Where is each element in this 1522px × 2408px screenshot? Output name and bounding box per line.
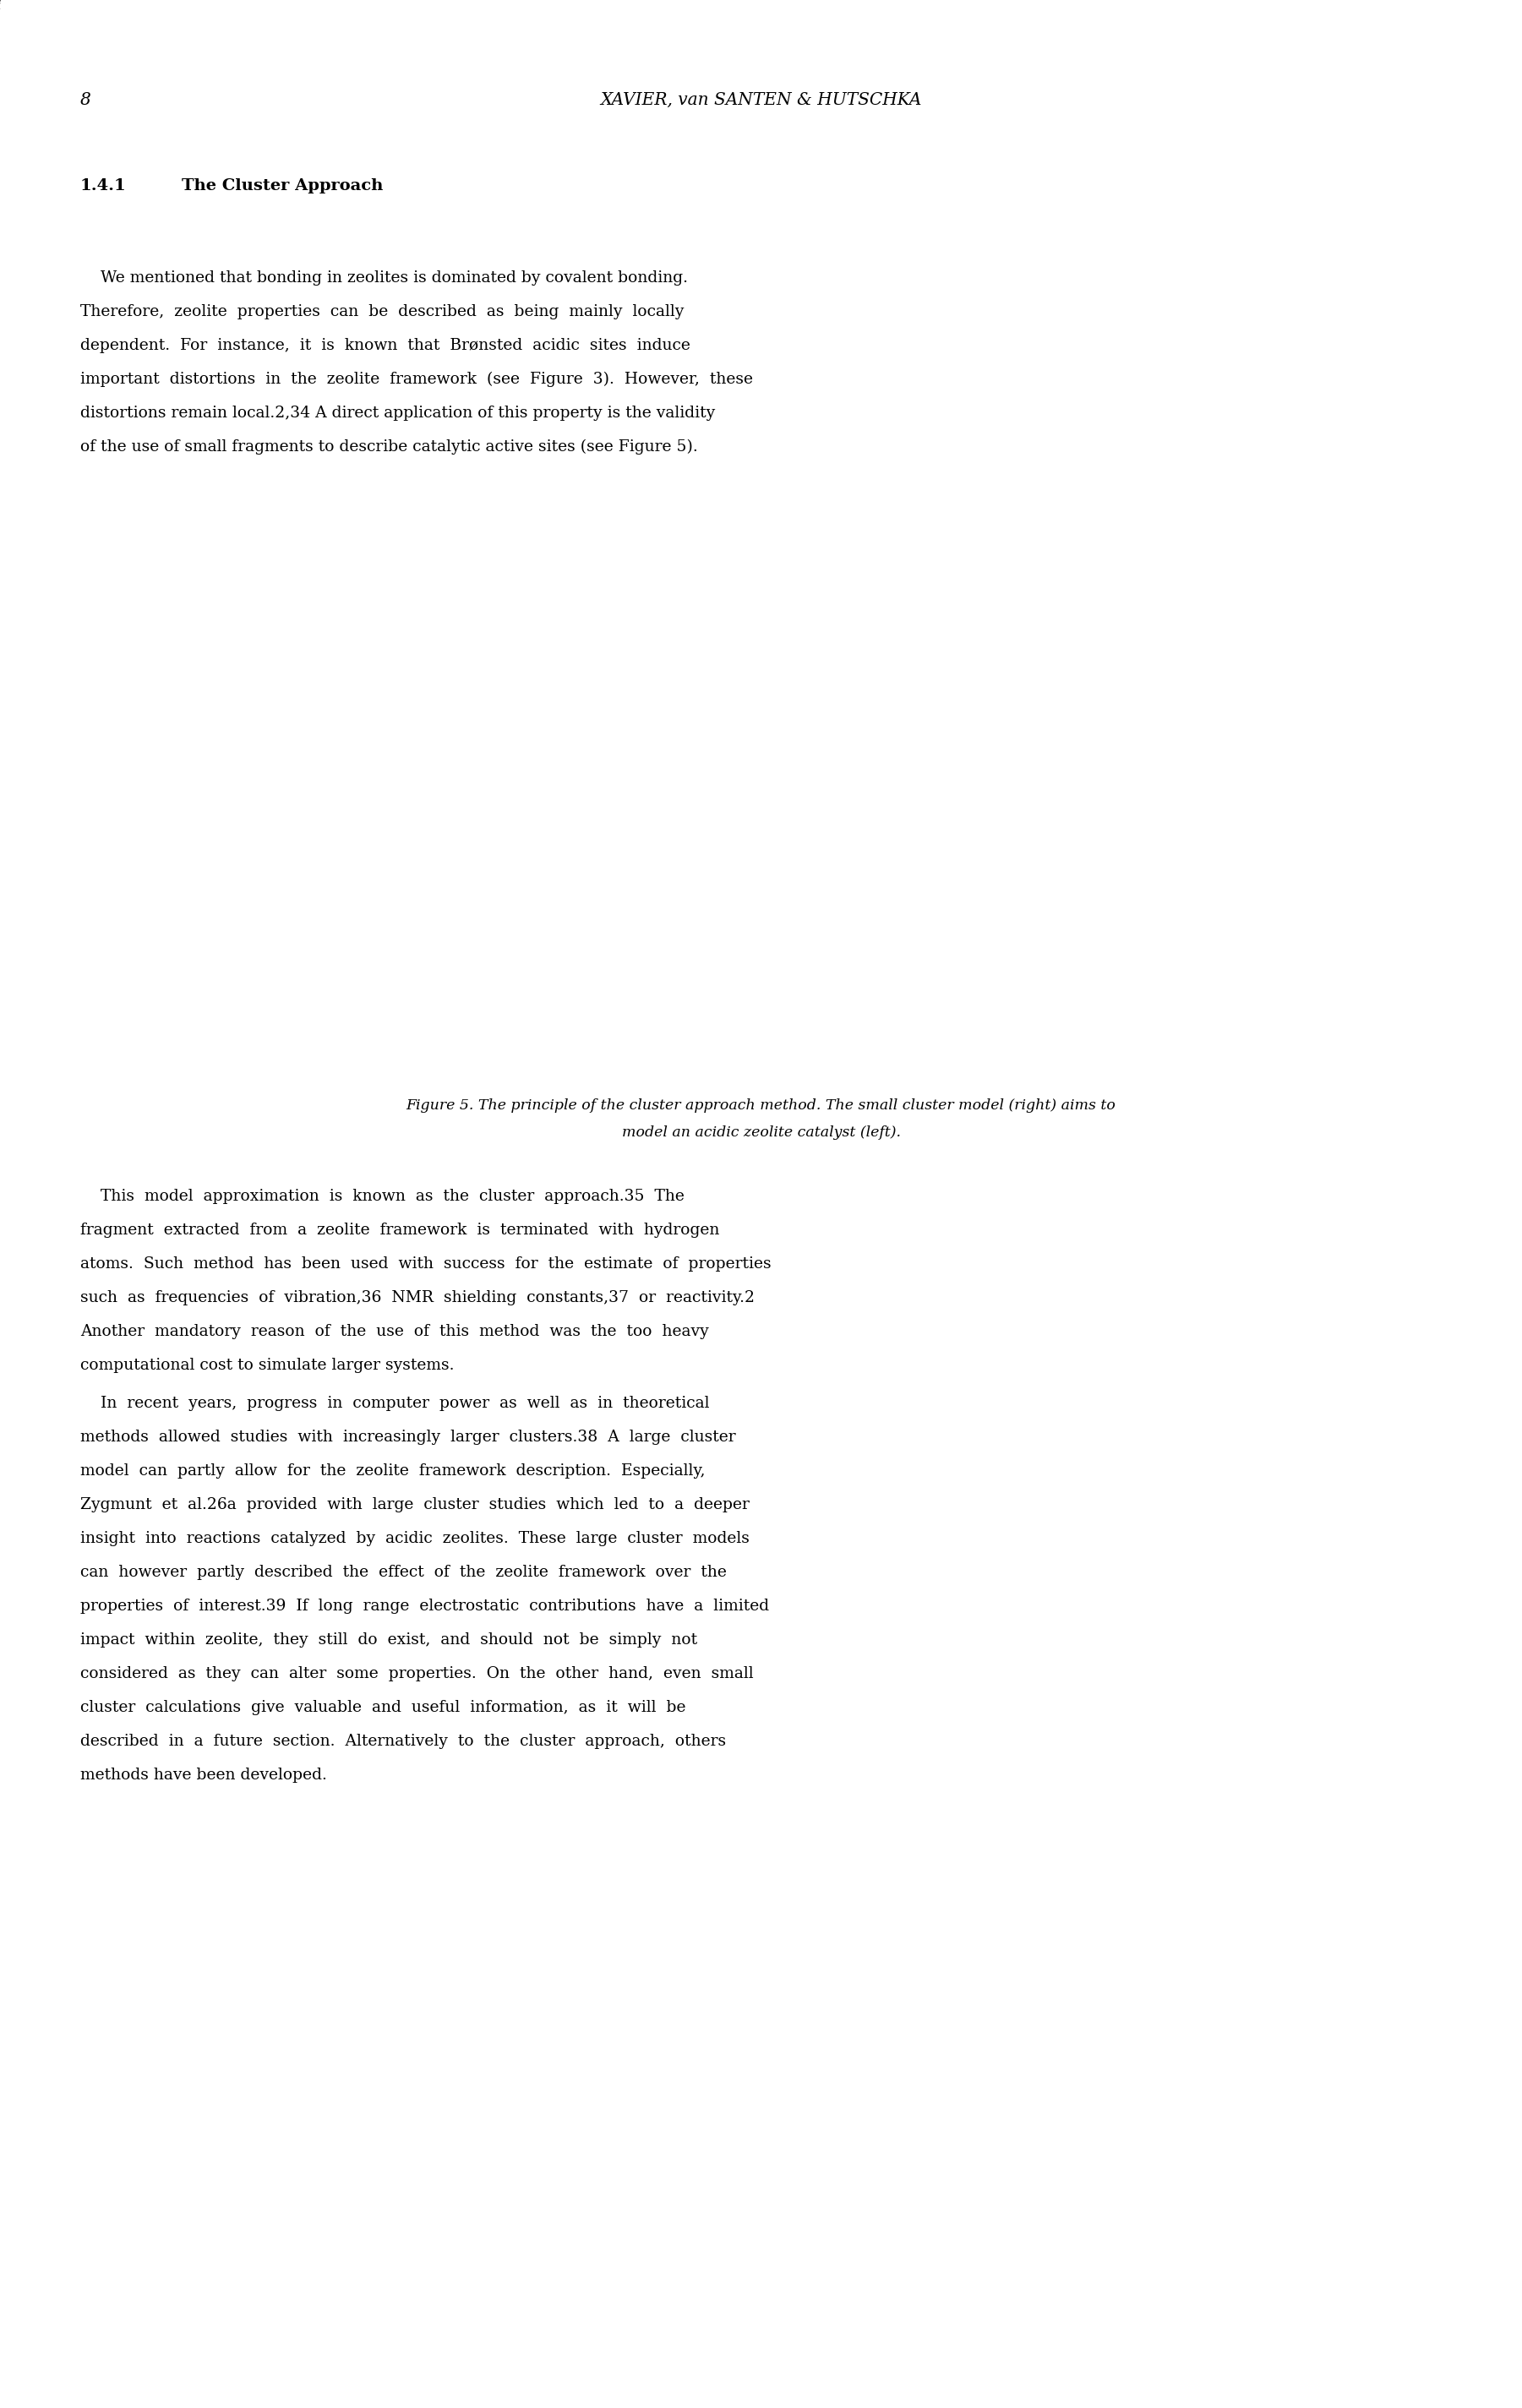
Text: Therefore,  zeolite  properties  can  be  described  as  being  mainly  locally: Therefore, zeolite properties can be des…	[81, 303, 683, 320]
Text: impact  within  zeolite,  they  still  do  exist,  and  should  not  be  simply : impact within zeolite, they still do exi…	[81, 1633, 697, 1647]
Text: 8: 8	[81, 92, 91, 108]
Text: distortions remain local.2,34 A direct application of this property is the valid: distortions remain local.2,34 A direct a…	[81, 405, 715, 421]
Text: Another  mandatory  reason  of  the  use  of  this  method  was  the  too  heavy: Another mandatory reason of the use of t…	[81, 1324, 709, 1339]
Text: such  as  frequencies  of  vibration,36  NMR  shielding  constants,37  or  react: such as frequencies of vibration,36 NMR …	[81, 1291, 755, 1305]
Text: methods have been developed.: methods have been developed.	[81, 1767, 327, 1782]
Text: methods  allowed  studies  with  increasingly  larger  clusters.38  A  large  cl: methods allowed studies with increasingl…	[81, 1430, 735, 1445]
Text: described  in  a  future  section.  Alternatively  to  the  cluster  approach,  : described in a future section. Alternati…	[81, 1734, 726, 1748]
Text: We mentioned that bonding in zeolites is dominated by covalent bonding.: We mentioned that bonding in zeolites is…	[81, 270, 688, 287]
Text: insight  into  reactions  catalyzed  by  acidic  zeolites.  These  large  cluste: insight into reactions catalyzed by acid…	[81, 1531, 749, 1546]
Text: model  can  partly  allow  for  the  zeolite  framework  description.  Especiall: model can partly allow for the zeolite f…	[81, 1464, 705, 1479]
Text: This  model  approximation  is  known  as  the  cluster  approach.35  The: This model approximation is known as the…	[81, 1190, 685, 1204]
Text: computational cost to simulate larger systems.: computational cost to simulate larger sy…	[81, 1358, 454, 1373]
Text: of the use of small fragments to describe catalytic active sites (see Figure 5).: of the use of small fragments to describ…	[81, 438, 697, 455]
Text: properties  of  interest.39  If  long  range  electrostatic  contributions  have: properties of interest.39 If long range …	[81, 1599, 769, 1613]
Text: dependent.  For  instance,  it  is  known  that  Brønsted  acidic  sites  induce: dependent. For instance, it is known tha…	[81, 337, 691, 354]
Text: considered  as  they  can  alter  some  properties.  On  the  other  hand,  even: considered as they can alter some proper…	[81, 1666, 753, 1681]
Text: In  recent  years,  progress  in  computer  power  as  well  as  in  theoretical: In recent years, progress in computer po…	[81, 1397, 709, 1411]
Text: XAVIER, van SANTEN & HUTSCHKA: XAVIER, van SANTEN & HUTSCHKA	[600, 92, 922, 108]
Text: model an acidic zeolite catalyst (left).: model an acidic zeolite catalyst (left).	[621, 1125, 901, 1139]
Text: 1.4.1: 1.4.1	[81, 178, 126, 193]
Text: Zygmunt  et  al.26a  provided  with  large  cluster  studies  which  led  to  a : Zygmunt et al.26a provided with large cl…	[81, 1498, 749, 1512]
Text: cluster  calculations  give  valuable  and  useful  information,  as  it  will  : cluster calculations give valuable and u…	[81, 1700, 686, 1714]
Text: Figure 5. The principle of the cluster approach method. The small cluster model : Figure 5. The principle of the cluster a…	[406, 1098, 1116, 1112]
Text: The Cluster Approach: The Cluster Approach	[181, 178, 384, 193]
Text: can  however  partly  described  the  effect  of  the  zeolite  framework  over : can however partly described the effect …	[81, 1565, 726, 1580]
Text: fragment  extracted  from  a  zeolite  framework  is  terminated  with  hydrogen: fragment extracted from a zeolite framew…	[81, 1223, 720, 1238]
Text: important  distortions  in  the  zeolite  framework  (see  Figure  3).  However,: important distortions in the zeolite fra…	[81, 371, 753, 388]
Text: atoms.  Such  method  has  been  used  with  success  for  the  estimate  of  pr: atoms. Such method has been used with su…	[81, 1257, 772, 1271]
